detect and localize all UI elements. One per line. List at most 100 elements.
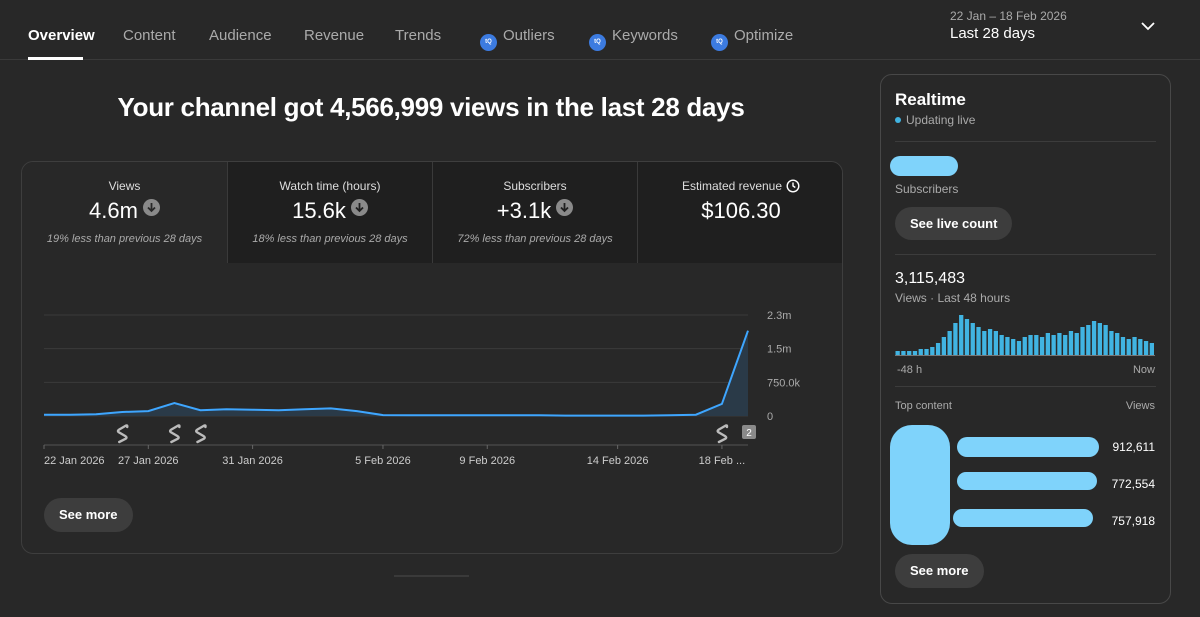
tab-keywords[interactable]: tQ Keywords — [589, 27, 678, 51]
realtime-bar[interactable] — [1063, 335, 1068, 355]
realtime-bar[interactable] — [1074, 333, 1079, 355]
realtime-bar[interactable] — [970, 323, 975, 355]
realtime-bar[interactable] — [1103, 325, 1108, 355]
views-area-chart[interactable]: 2.3m 1.5m 750.0k 0 22 Jan 2026 27 Jan 2026 31 … — [22, 263, 843, 493]
date-range-dates[interactable]: 22 Jan – 18 Feb 2026 — [950, 9, 1067, 23]
tab-optimize[interactable]: tQ Optimize — [711, 27, 793, 51]
shorts-marker-icon[interactable] — [116, 424, 129, 444]
realtime-bar[interactable] — [1034, 335, 1039, 355]
realtime-bar[interactable] — [912, 351, 918, 355]
clock-icon — [786, 179, 800, 193]
realtime-bar[interactable] — [976, 327, 981, 355]
top-content-label: Top content — [895, 400, 952, 412]
shorts-marker-icon[interactable] — [168, 424, 181, 444]
realtime-bar[interactable] — [901, 351, 906, 355]
redacted-title — [953, 509, 1093, 527]
realtime-bar[interactable] — [1005, 337, 1010, 355]
tab-audience[interactable]: Audience — [209, 27, 272, 44]
tab-trends[interactable]: Trends — [395, 27, 442, 44]
x-tick-label: 5 Feb 2026 — [355, 455, 411, 467]
realtime-bar[interactable] — [941, 337, 946, 355]
views-area-fill — [44, 330, 748, 416]
metric-tab-watch-time[interactable]: Watch time (hours) 15.6k 18% less than p… — [228, 162, 433, 263]
tubebuddy-badge-icon: tQ — [589, 34, 606, 51]
realtime-bar[interactable] — [1028, 335, 1033, 355]
realtime-see-more-button[interactable]: See more — [895, 554, 984, 588]
active-tab-indicator — [28, 57, 83, 60]
page-headline: Your channel got 4,566,999 views in the … — [117, 92, 745, 122]
realtime-bar[interactable] — [1126, 339, 1131, 355]
marker-count-text: 2 — [746, 428, 752, 439]
realtime-bar[interactable] — [1132, 337, 1137, 355]
realtime-bar[interactable] — [982, 331, 987, 355]
live-status-text: Updating live — [906, 113, 976, 127]
shorts-marker-icon[interactable] — [716, 424, 729, 444]
redacted-title — [957, 472, 1097, 490]
realtime-bar[interactable] — [1109, 331, 1114, 355]
divider — [895, 386, 1156, 387]
realtime-bar[interactable] — [953, 323, 958, 355]
x-tick-label: 22 Jan 2026 — [44, 455, 105, 467]
top-content-views: 757,918 — [1111, 514, 1155, 528]
tab-label: Outliers — [503, 27, 555, 44]
realtime-bar[interactable] — [1051, 335, 1056, 355]
realtime-bar[interactable] — [947, 331, 952, 355]
metric-title: Watch time (hours) — [279, 179, 381, 193]
realtime-bar[interactable] — [1086, 325, 1091, 355]
realtime-bar[interactable] — [987, 329, 993, 355]
see-live-count-button[interactable]: See live count — [895, 207, 1013, 240]
realtime-bar[interactable] — [1039, 337, 1045, 355]
tubebuddy-badge-icon: tQ — [711, 34, 728, 51]
y-tick-label: 750.0k — [767, 377, 801, 389]
realtime-bar[interactable] — [1068, 331, 1074, 355]
chevron-down-icon[interactable] — [1139, 17, 1157, 35]
metric-value: 15.6k — [228, 198, 432, 224]
metric-tab-views[interactable]: Views 4.6m 19% less than previous 28 day… — [22, 162, 228, 263]
realtime-bar[interactable] — [930, 347, 935, 355]
realtime-bar[interactable] — [959, 315, 964, 355]
metric-value-text: +3.1k — [496, 198, 552, 223]
realtime-bar[interactable] — [993, 331, 998, 355]
realtime-views-bar-chart[interactable] — [895, 315, 1157, 357]
tab-overview[interactable]: Overview — [28, 27, 95, 44]
realtime-bar[interactable] — [1097, 323, 1102, 355]
shorts-marker-icon[interactable] — [195, 424, 207, 444]
realtime-bar[interactable] — [1022, 337, 1027, 355]
realtime-bar[interactable] — [924, 349, 929, 355]
metric-value: $106.30 — [701, 198, 781, 223]
views-series-line[interactable] — [44, 330, 749, 417]
realtime-bar[interactable] — [1016, 341, 1022, 355]
realtime-bar[interactable] — [1080, 327, 1085, 355]
see-more-button[interactable]: See more — [44, 498, 133, 532]
realtime-bar[interactable] — [1091, 321, 1097, 355]
realtime-bar[interactable] — [918, 349, 923, 355]
realtime-bar[interactable] — [1011, 339, 1016, 355]
realtime-bar[interactable] — [964, 319, 970, 355]
tab-content[interactable]: Content — [123, 27, 176, 44]
realtime-bar[interactable] — [935, 343, 941, 355]
arrow-down-circle-icon — [556, 199, 574, 216]
realtime-bar[interactable] — [895, 351, 900, 355]
marker-count-badge[interactable] — [742, 425, 756, 439]
top-content-views: 772,554 — [1111, 477, 1155, 491]
metric-tab-revenue[interactable]: Estimated revenue $106.30 — [638, 162, 842, 263]
metric-comparison: 19% less than previous 28 days — [46, 233, 203, 245]
realtime-bar[interactable] — [1149, 343, 1154, 355]
realtime-bar[interactable] — [907, 351, 912, 355]
y-tick-label: 0 — [767, 411, 773, 423]
realtime-bar[interactable] — [1115, 333, 1120, 355]
tab-revenue[interactable]: Revenue — [304, 27, 365, 44]
realtime-bar[interactable] — [1057, 333, 1062, 355]
axis-start-label: -48 h — [897, 364, 923, 376]
tab-outliers[interactable]: tQ Outliers — [480, 27, 555, 51]
metric-tab-subscribers[interactable]: Subscribers +3.1k 72% less than previous… — [433, 162, 638, 263]
realtime-bar[interactable] — [999, 335, 1004, 355]
realtime-views-value: 3,115,483 — [895, 270, 965, 287]
y-tick-label: 1.5m — [767, 344, 791, 356]
divider — [895, 141, 1156, 142]
realtime-bar[interactable] — [1138, 339, 1143, 355]
realtime-bar[interactable] — [1120, 337, 1126, 355]
realtime-bar[interactable] — [1143, 341, 1149, 355]
realtime-bar[interactable] — [1045, 333, 1050, 355]
date-range-label[interactable]: Last 28 days — [950, 25, 1036, 42]
